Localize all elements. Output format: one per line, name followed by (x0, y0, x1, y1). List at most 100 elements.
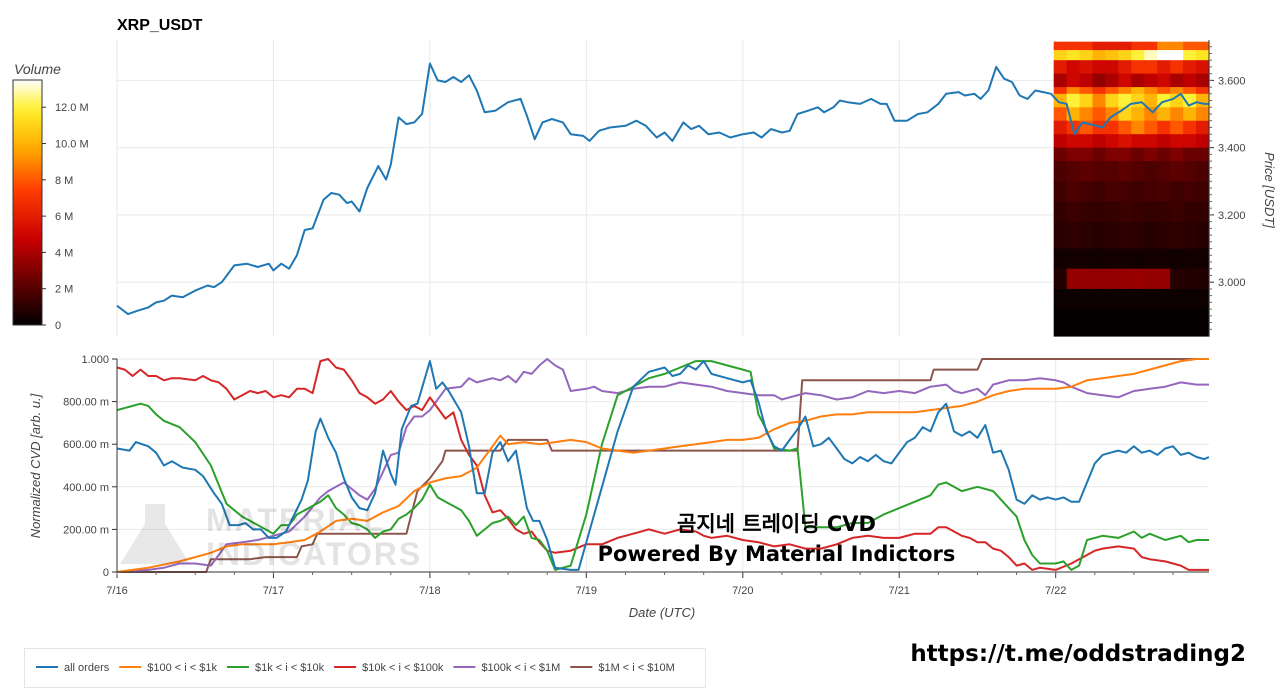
legend-label: all orders (64, 662, 110, 674)
heatmap-cell (1092, 161, 1107, 182)
heatmap-cell (1131, 161, 1145, 182)
heatmap-cell (1079, 268, 1094, 290)
legend: all orders $100 < i < $1k $1k < i < $10k $1… (36, 662, 675, 674)
heatmap-cell (1092, 268, 1107, 290)
telegram-url[interactable]: https://t.me/oddstrading2 (910, 641, 1246, 667)
heatmap-cell (1053, 120, 1068, 135)
heatmap-cell (1092, 87, 1107, 95)
heatmap-cell (1105, 309, 1119, 337)
heatmap-cell (1066, 73, 1081, 88)
heatmap-cell (1118, 201, 1132, 223)
heatmap-cell (1105, 73, 1119, 88)
heatmap-cell (1131, 201, 1145, 223)
cvd-tick-label: 400.00 m (63, 482, 109, 494)
heatmap-cell (1118, 248, 1132, 270)
heatmap-cell (1066, 50, 1081, 61)
heatmap-cell (1079, 309, 1094, 337)
cvd-tick-label: 600.00 m (63, 439, 109, 451)
heatmap-cell (1066, 147, 1081, 162)
heatmap-cell (1118, 87, 1132, 95)
heatmap-cell (1170, 60, 1184, 75)
heatmap-cell (1079, 60, 1094, 75)
price-tick-label: 3.600 (1218, 75, 1246, 87)
heatmap-cell (1092, 50, 1107, 61)
heatmap-cell (1053, 134, 1068, 149)
heatmap-cell (1170, 73, 1184, 88)
heatmap-cell (1092, 288, 1107, 310)
heatmap-cell (1105, 93, 1119, 108)
heatmap-cell (1157, 60, 1171, 75)
heatmap-cell (1053, 268, 1068, 290)
heatmap-cell (1170, 87, 1184, 95)
volume-colorbar: 12.0 M 10.0 M 8 M 6 M 4 M 2 M 0 (12, 79, 89, 332)
cvd-line-3 (116, 358, 1209, 571)
cvd-tick-label: 800.00 m (63, 397, 109, 409)
heatmap-cell (1157, 221, 1171, 250)
heatmap-cell (1183, 60, 1197, 75)
colorbar-tick-label: 10.0 M (55, 139, 89, 151)
cvd-tick-label: 200.00 m (63, 524, 109, 536)
heatmap-cell (1183, 248, 1197, 270)
price-tick-label: 3.200 (1218, 210, 1246, 222)
heatmap-cell (1183, 288, 1197, 310)
heatmap-cell (1144, 201, 1158, 223)
heatmap-cell (1131, 107, 1145, 122)
heatmap-cell (1105, 248, 1119, 270)
legend-label: $100k < i < $1M (481, 662, 560, 674)
heatmap-cell (1066, 309, 1081, 337)
date-tick-label: 7/18 (419, 585, 440, 597)
heatmap-cell (1079, 288, 1094, 310)
heatmap-cell (1105, 288, 1119, 310)
heatmap-cell (1196, 41, 1210, 51)
heatmap-cell (1066, 60, 1081, 75)
heatmap-cell (1196, 181, 1210, 203)
heatmap-cell (1157, 181, 1171, 203)
heatmap-cell (1144, 221, 1158, 250)
heatmap-cell (1183, 147, 1197, 162)
heatmap-cell (1170, 248, 1184, 270)
price-tick-label: 3.000 (1218, 277, 1246, 289)
heatmap-cell (1079, 134, 1094, 149)
heatmap-cell (1131, 147, 1145, 162)
heatmap-cell (1079, 87, 1094, 95)
heatmap-cell (1053, 107, 1068, 122)
heatmap-cell (1157, 120, 1171, 135)
heatmap-cell (1196, 309, 1210, 337)
heatmap-cell (1105, 268, 1119, 290)
heatmap-cell (1105, 50, 1119, 61)
heatmap-cell (1118, 147, 1132, 162)
heatmap-cell (1092, 134, 1107, 149)
date-tick-label: 7/16 (106, 585, 127, 597)
heatmap-cell (1196, 73, 1210, 88)
heatmap-cell (1105, 147, 1119, 162)
heatmap-cell (1196, 134, 1210, 149)
heatmap-cell (1118, 73, 1132, 88)
price-tick-label: 3.400 (1218, 143, 1246, 155)
heatmap-cell (1157, 147, 1171, 162)
heatmap-cell (1144, 73, 1158, 88)
overlay-subtitle: Powered By Material Indictors (597, 542, 956, 566)
heatmap-cell (1066, 221, 1081, 250)
heatmap-cell (1183, 134, 1197, 149)
heatmap-cell (1131, 181, 1145, 203)
heatmap-cell (1092, 120, 1107, 135)
date-axis-title: Date (UTC) (629, 605, 695, 620)
heatmap-cell (1092, 93, 1107, 108)
colorbar-tick-label: 4 M (55, 247, 73, 259)
heatmap-cell (1053, 309, 1068, 337)
heatmap-cell (1170, 181, 1184, 203)
heatmap-cell (1066, 93, 1081, 108)
price-volume-heatmap (1053, 41, 1210, 337)
heatmap-cell (1066, 87, 1081, 95)
heatmap-cell (1079, 147, 1094, 162)
date-tick-label: 7/22 (1045, 585, 1066, 597)
heatmap-cell (1170, 120, 1184, 135)
heatmap-cell (1183, 120, 1197, 135)
heatmap-cell (1066, 134, 1081, 149)
heatmap-cell (1079, 107, 1094, 122)
heatmap-cell (1183, 309, 1197, 337)
cvd-plot (116, 358, 1210, 573)
heatmap-cell (1144, 181, 1158, 203)
heatmap-cell (1144, 248, 1158, 270)
heatmap-cell (1144, 87, 1158, 95)
